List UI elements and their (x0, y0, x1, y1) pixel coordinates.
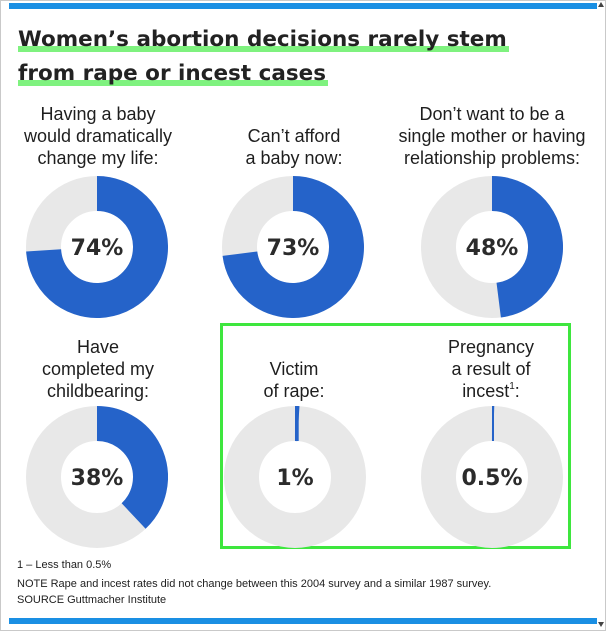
donut-label: Have completed my childbearing: (41, 337, 155, 401)
donut-segment (96, 406, 168, 529)
donut-value-label: 48% (466, 236, 519, 261)
title-line-1: Women’s abortion decisions rarely stem (18, 27, 509, 52)
note: NOTE Rape and incest rates did not chang… (17, 578, 492, 590)
scroll-down-icon[interactable] (598, 622, 604, 627)
donut-label-suffix: : (514, 381, 520, 401)
footnote-marker: 1 (509, 381, 515, 392)
highlight-box (220, 323, 571, 549)
title-line-2: from rape or incest cases (18, 61, 329, 86)
donut-segment (222, 176, 364, 318)
bottom-accent-bar (9, 618, 597, 624)
donut-value-label: 1% (276, 466, 313, 491)
chart-title: Women’s abortion decisions rarely stem f… (18, 28, 578, 96)
donut-label: Having a baby would dramatically change … (23, 104, 173, 168)
donut-chart-cant-afford: 73% (222, 176, 364, 318)
donut-value-label: 74% (71, 236, 124, 261)
scroll-up-icon[interactable] (598, 2, 604, 7)
top-accent-bar (9, 3, 597, 9)
donut-chart-change-my-life: 74% (26, 176, 168, 318)
donut-value-label: 38% (71, 466, 124, 491)
donut-label: Can’t afford a baby now: (245, 126, 343, 168)
donut-label-text: Pregnancy a result of incest (447, 337, 535, 401)
scrollbar[interactable] (598, 0, 604, 629)
donut-label: Victim of rape: (263, 359, 325, 401)
donut-label-incest: Pregnancy a result of incest1: (411, 336, 571, 402)
donut-label: Don’t want to be a single mother or havi… (398, 104, 586, 168)
donut-value-label: 0.5% (461, 466, 522, 491)
donut-chart-single-mother: 48% (421, 176, 563, 318)
source: SOURCE Guttmacher Institute (17, 594, 167, 606)
donut-chart-incest: 0.5% (421, 406, 563, 548)
footnote: 1 – Less than 0.5% (17, 559, 112, 571)
donut-segment (491, 176, 563, 318)
donut-value-label: 73% (267, 236, 320, 261)
donut-chart-rape: 1% (224, 406, 366, 548)
donut-segment (26, 176, 168, 318)
donut-chart-completed-childbearing: 38% (26, 406, 168, 548)
